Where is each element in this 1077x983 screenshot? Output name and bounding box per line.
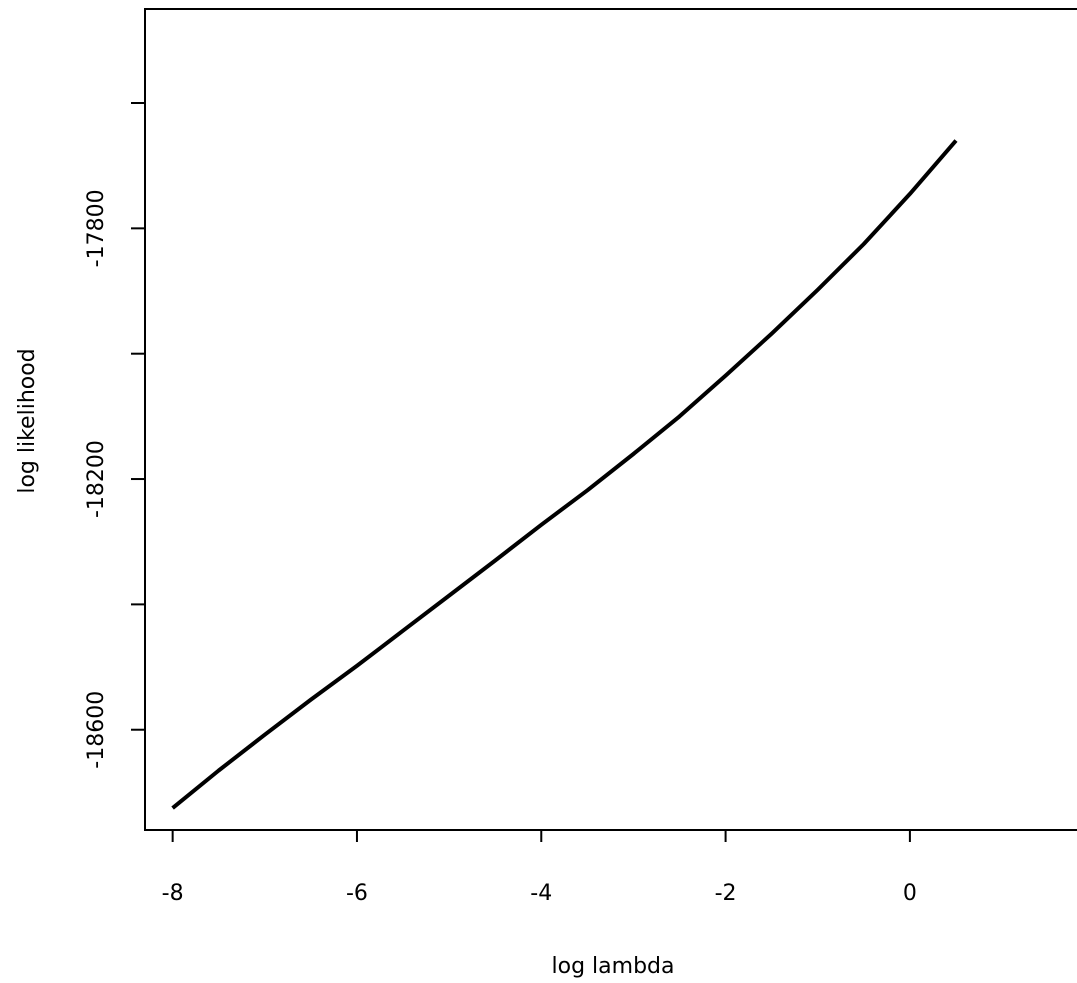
- y-tick-label: -18200: [84, 440, 109, 518]
- x-tick-label: -6: [346, 881, 368, 906]
- plot-frame: [144, 8, 1077, 831]
- y-tick-label: -17800: [84, 189, 109, 267]
- x-axis: -8 -6 -4 -2 0: [162, 830, 917, 906]
- x-tick-label: -2: [715, 881, 737, 906]
- x-tick-label: -4: [530, 881, 552, 906]
- x-tick-label: -8: [162, 881, 184, 906]
- y-axis: -18600 -18200 -17800: [84, 102, 145, 769]
- series-layer: [171, 139, 958, 810]
- y-tick-label: -18600: [84, 691, 109, 769]
- y-axis-label: log likelihood: [15, 348, 40, 493]
- series-line: [171, 139, 958, 810]
- x-axis-label: log lambda: [552, 954, 675, 979]
- x-tick-label: 0: [903, 881, 917, 906]
